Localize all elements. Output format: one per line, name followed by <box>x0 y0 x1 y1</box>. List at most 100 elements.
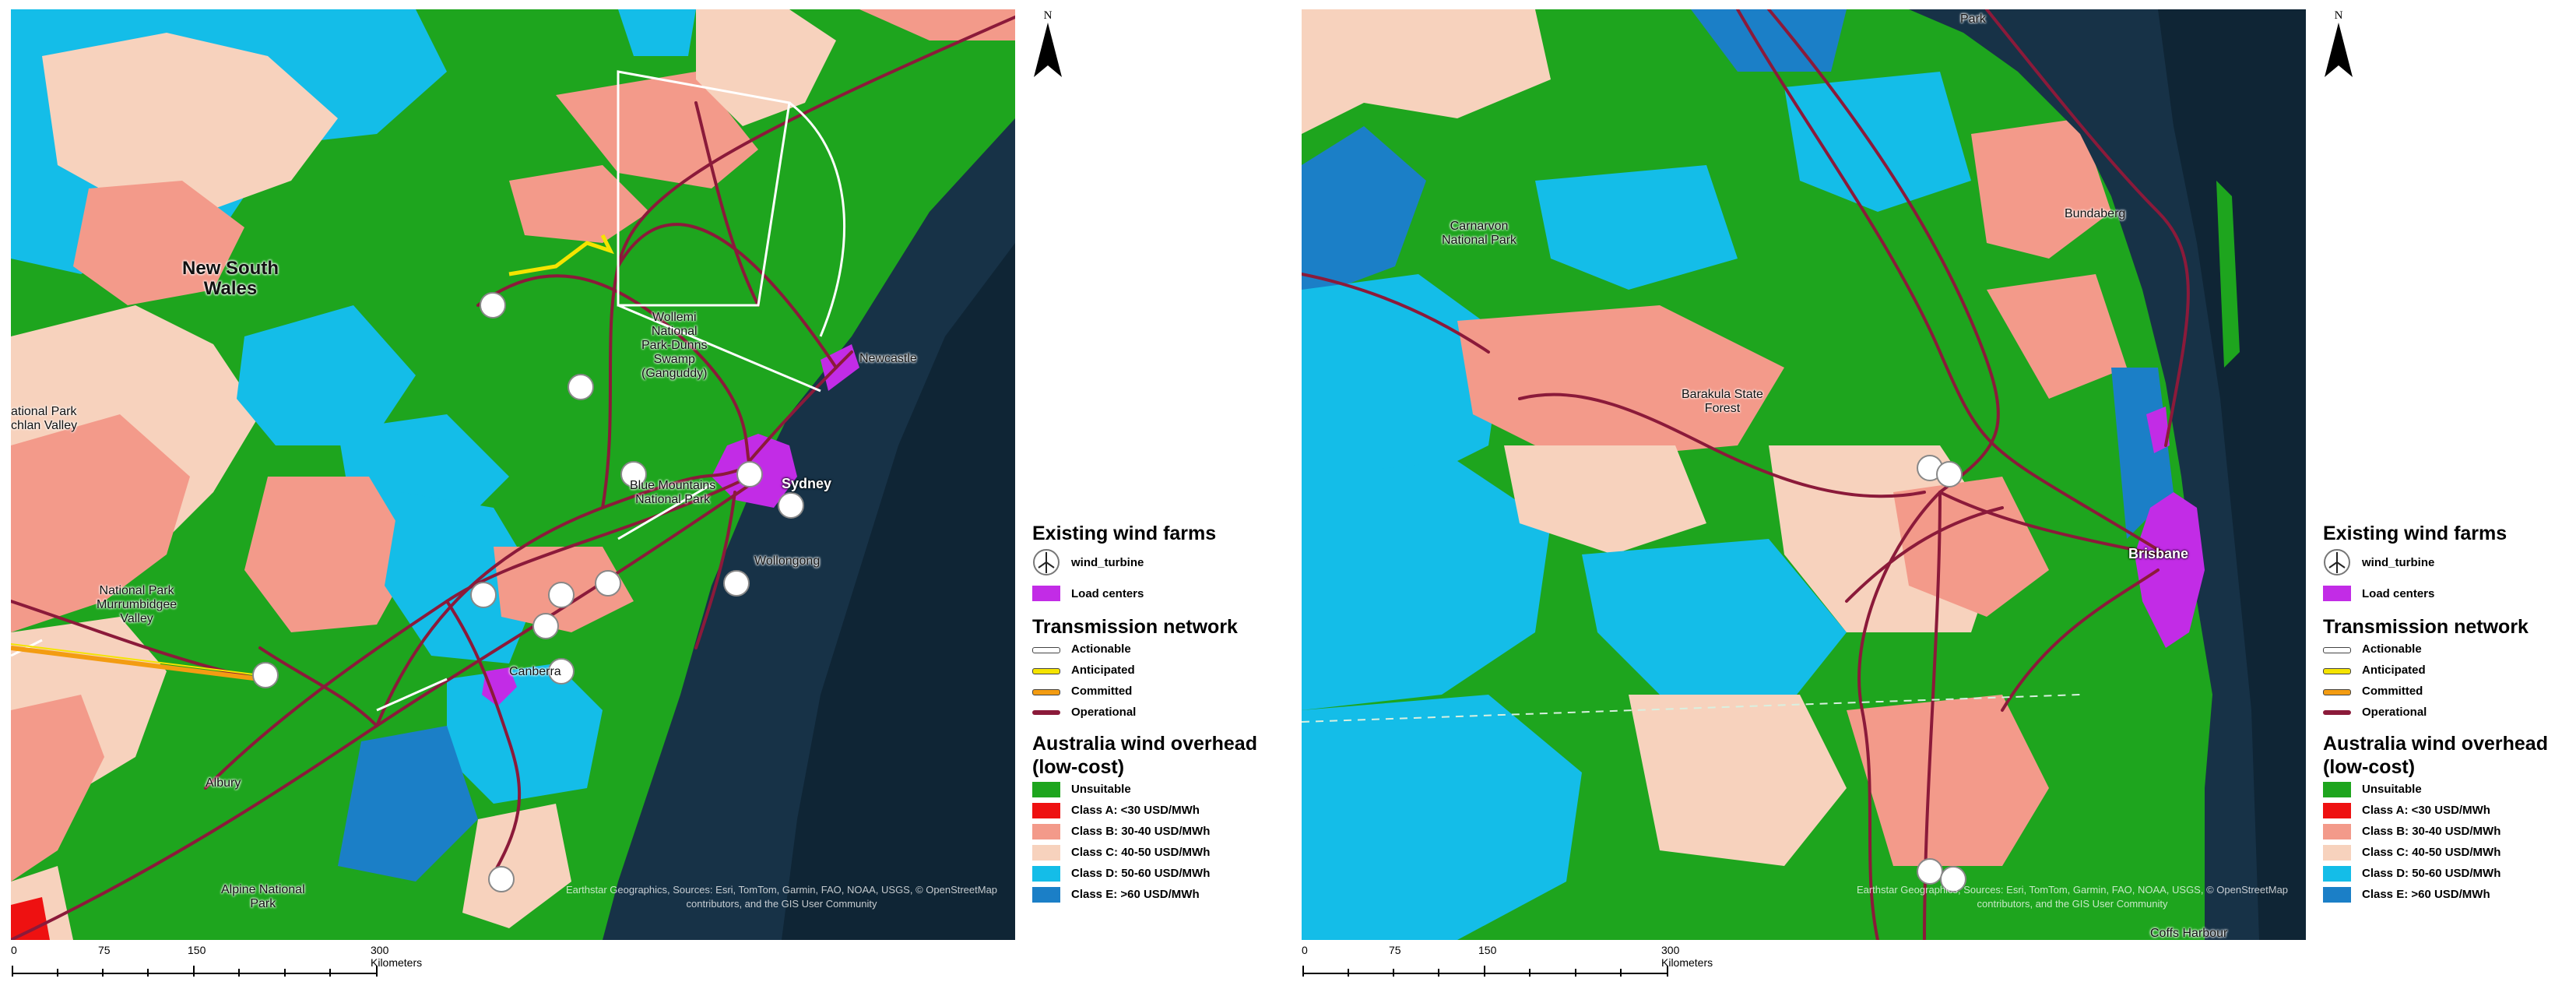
legend-row-committed: Committed <box>1032 681 1297 702</box>
load-swatch <box>1032 586 1060 601</box>
wind-turbine-icon[interactable] <box>532 613 559 639</box>
legend-row-class: Class C: 40-50 USD/MWh <box>1032 842 1297 863</box>
class-swatch <box>1032 886 1060 903</box>
scale-tick-label: 0 <box>1302 944 1308 956</box>
legend-row-class: Unsuitable <box>2323 779 2576 800</box>
north-label: N <box>2334 9 2343 22</box>
north-label: N <box>1043 9 1053 22</box>
line-swatch <box>2323 705 2351 720</box>
wind-turbine-icon[interactable] <box>480 292 506 319</box>
wind-turbine-icon[interactable] <box>620 461 647 487</box>
legend-row-class: Class B: 30-40 USD/MWh <box>1032 821 1297 842</box>
class-swatch <box>2323 781 2351 797</box>
wind-turbine-icon[interactable] <box>1940 866 1966 892</box>
wind-turbine-icon[interactable] <box>568 374 594 400</box>
legend-label: Class A: <30 USD/MWh <box>2362 804 2490 817</box>
wind-turbine-icon[interactable] <box>548 582 575 608</box>
scale-bar-graphic <box>12 966 378 977</box>
legend-label: Unsuitable <box>2362 783 2422 796</box>
class-swatch <box>2323 844 2351 861</box>
class-swatch <box>1032 802 1060 818</box>
legend-label: wind_turbine <box>2362 555 2435 569</box>
map-label: ational Park chlan Valley <box>11 405 78 432</box>
map-label: Sydney <box>782 476 832 491</box>
legend-row-anticipated: Anticipated <box>1032 660 1297 681</box>
legend-label: Class C: 40-50 USD/MWh <box>2362 846 2501 859</box>
map-canvas <box>1302 9 2306 940</box>
legend-label: Class E: >60 USD/MWh <box>2362 888 2490 901</box>
legend-label: Load centers <box>1071 586 1144 600</box>
wind-turbine-icon[interactable] <box>548 658 575 685</box>
scale-tick-label: 75 <box>1389 944 1401 956</box>
wind-turbine-icon[interactable] <box>470 582 497 608</box>
legend-row-class: Class B: 30-40 USD/MWh <box>2323 821 2576 842</box>
legend-label: wind_turbine <box>1071 555 1144 569</box>
legend-label: Class B: 30-40 USD/MWh <box>1071 825 1211 838</box>
map-label: Carnarvon National Park <box>1442 220 1517 247</box>
legend-row-class: Class A: <30 USD/MWh <box>2323 800 2576 821</box>
wind-turbine-icon[interactable] <box>778 492 804 519</box>
class-swatch <box>1032 781 1060 797</box>
legend-row-operational: Operational <box>2323 702 2576 723</box>
scale-tick-label: 300 Kilometers <box>1661 944 1713 969</box>
wind-turbine-icon[interactable] <box>595 570 621 597</box>
legend-label: Class D: 50-60 USD/MWh <box>2362 867 2501 880</box>
class-swatch <box>2323 886 2351 903</box>
legend-row-load: Load centers <box>2323 579 2576 607</box>
line-swatch <box>1032 705 1060 720</box>
map-label: Wollemi National Park-Dunns Swamp (Gangu… <box>641 311 708 380</box>
class-swatch <box>1032 844 1060 861</box>
wind-turbine-icon <box>2324 549 2350 575</box>
map-label: Blue Mountains National Park <box>630 479 716 506</box>
legend-label: Actionable <box>1071 642 1131 656</box>
wind-turbine-icon[interactable] <box>1917 858 1943 885</box>
legend-label: Class D: 50-60 USD/MWh <box>1071 867 1211 880</box>
map-label: Bundaberg <box>2065 207 2126 220</box>
legend-row-load: Load centers <box>1032 579 1297 607</box>
legend-label: Operational <box>1071 706 1137 719</box>
map-canvas <box>11 9 1015 940</box>
legend-label: Class E: >60 USD/MWh <box>1071 888 1200 901</box>
map-panel-nsw[interactable]: New South Wales Wollemi National Park-Du… <box>11 9 1015 940</box>
legend-row-actionable: Actionable <box>1032 639 1297 660</box>
legend-row-actionable: Actionable <box>2323 639 2576 660</box>
legend-row-wind: wind_turbine <box>1032 545 1297 579</box>
class-swatch <box>2323 802 2351 818</box>
scale-tick-label: 150 <box>188 944 206 956</box>
map-label: Coffs Harbour <box>2150 927 2228 940</box>
scale-bar-graphic <box>1302 966 1668 977</box>
line-swatch <box>1032 684 1060 699</box>
legend-row-operational: Operational <box>1032 702 1297 723</box>
map-label: Park <box>1960 12 1986 26</box>
scale-bar: 0 75 150 300 Kilometers <box>1302 944 1713 979</box>
map-attribution: Earthstar Geographics, Sources: Esri, To… <box>565 884 998 910</box>
map-panel-qld[interactable]: Park Bundaberg Carnarvon National Park B… <box>1302 9 2306 940</box>
wind-turbine-icon[interactable] <box>488 866 515 892</box>
map-label: Albury <box>206 776 241 790</box>
class-swatch <box>1032 865 1060 882</box>
legend-label: Anticipated <box>2362 663 2426 677</box>
class-swatch <box>2323 865 2351 882</box>
wind-turbine-icon[interactable] <box>252 662 279 688</box>
map-label: National Park Murrumbidgee Valley <box>97 584 177 625</box>
legend-label: Class C: 40-50 USD/MWh <box>1071 846 1211 859</box>
wind-turbine-icon[interactable] <box>1936 461 1963 487</box>
legend-heading-overhead: Australia wind overhead (low-cost) <box>2323 733 2548 778</box>
scale-tick-label: 150 <box>1478 944 1497 956</box>
legend-heading-wind: Existing wind farms <box>2323 523 2507 544</box>
scale-tick-label: 300 Kilometers <box>371 944 423 969</box>
legend-row-class: Class D: 50-60 USD/MWh <box>1032 863 1297 884</box>
legend-row-class: Class E: >60 USD/MWh <box>2323 884 2576 905</box>
legend-label: Actionable <box>2362 642 2422 656</box>
legend-label: Unsuitable <box>1071 783 1131 796</box>
wind-turbine-icon[interactable] <box>736 461 763 487</box>
line-swatch <box>2323 684 2351 699</box>
legend-heading-network: Transmission network <box>1032 616 1238 638</box>
wind-turbine-icon[interactable] <box>723 570 750 597</box>
legend-row-class: Class E: >60 USD/MWh <box>1032 884 1297 905</box>
legend-row-committed: Committed <box>2323 681 2576 702</box>
line-swatch <box>1032 642 1060 657</box>
legend-row-wind: wind_turbine <box>2323 545 2576 579</box>
legend-label: Class A: <30 USD/MWh <box>1071 804 1200 817</box>
north-arrow-icon: N <box>2323 9 2354 79</box>
